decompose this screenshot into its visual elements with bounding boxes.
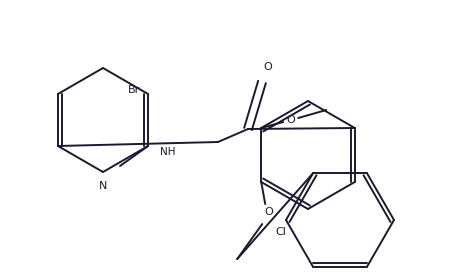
Text: N: N — [99, 181, 107, 191]
Text: Br: Br — [128, 85, 140, 95]
Text: O: O — [265, 207, 274, 217]
Text: NH: NH — [160, 147, 176, 157]
Text: O: O — [287, 115, 295, 125]
Text: O: O — [264, 62, 272, 72]
Text: Cl: Cl — [276, 227, 286, 237]
